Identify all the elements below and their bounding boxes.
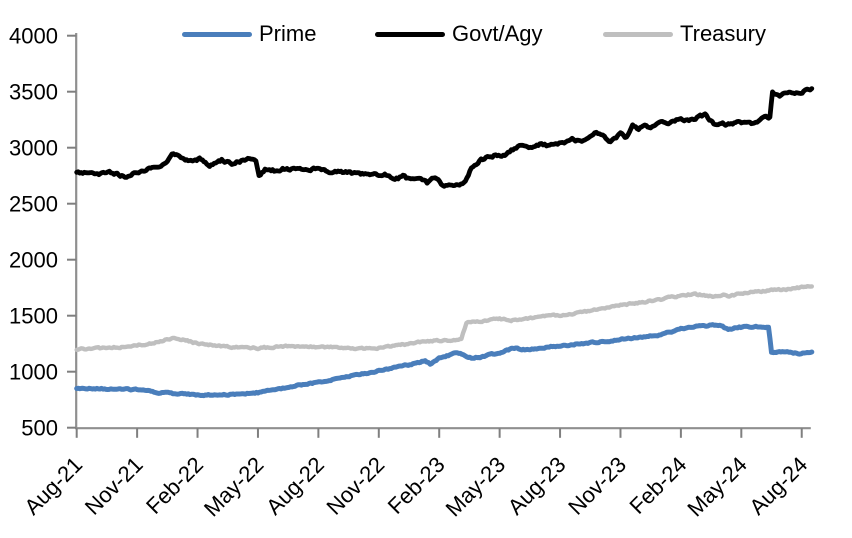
x-tick-label: Feb-23 xyxy=(383,452,450,519)
legend-label-treasury: Treasury xyxy=(680,21,766,46)
legend-swatch-govt-agy-line xyxy=(375,31,445,37)
legend-item-govt-agy: Govt/Agy xyxy=(375,22,542,46)
y-tick-label: 3500 xyxy=(9,79,58,104)
y-tick-label: 1000 xyxy=(9,359,58,384)
legend-swatch-prime-line xyxy=(182,31,252,37)
x-tick-label: Feb-22 xyxy=(141,452,208,519)
x-tick-label: May-24 xyxy=(682,452,752,522)
x-tick-label: Aug-22 xyxy=(261,452,329,520)
legend-label-prime: Prime xyxy=(259,21,317,46)
x-tick-label: Aug-24 xyxy=(744,452,812,520)
x-tick-label: May-23 xyxy=(441,452,511,522)
legend-swatch-treasury-line xyxy=(603,31,673,37)
x-tick-label: Aug-23 xyxy=(503,452,571,520)
x-tick-label: Aug-21 xyxy=(19,452,87,520)
series-line-prime xyxy=(74,322,815,399)
y-tick-label: 3000 xyxy=(9,135,58,160)
y-tick-label: 2500 xyxy=(9,191,58,216)
legend-item-treasury: Treasury xyxy=(603,22,766,46)
y-tick-label: 500 xyxy=(21,415,58,440)
y-tick-label: 4000 xyxy=(9,23,58,48)
x-tick-label: Feb-24 xyxy=(624,452,691,519)
x-tick-label: May-22 xyxy=(199,452,269,522)
y-tick-label: 1500 xyxy=(9,303,58,328)
y-tick-label: 2000 xyxy=(9,247,58,272)
x-tick-label: Nov-22 xyxy=(322,452,390,520)
legend-label-govt-agy: Govt/Agy xyxy=(452,21,543,46)
legend-item-prime: Prime xyxy=(182,22,316,46)
x-tick-label: Nov-21 xyxy=(80,452,148,520)
series-line-treasury xyxy=(74,284,814,352)
series-line-govt-agy xyxy=(74,86,815,189)
x-tick-label: Nov-23 xyxy=(563,452,631,520)
